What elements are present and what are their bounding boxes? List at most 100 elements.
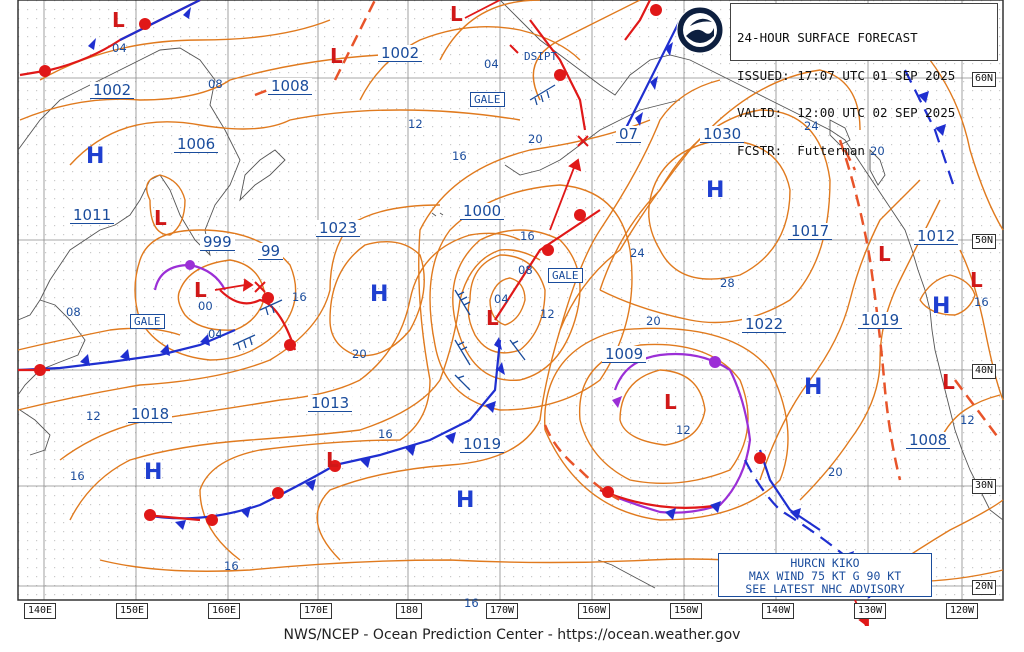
longitude-label: 140W (762, 603, 795, 619)
hurricane-max-wind: MAX WIND 75 KT G 90 KT (748, 569, 902, 583)
high-pressure-marker: H (86, 144, 105, 169)
longitude-label: 170E (300, 603, 333, 619)
central-pressure-label: 1013 (308, 395, 353, 412)
central-pressure-label: 1017 (788, 223, 833, 240)
hurricane-advisory-box: HURCN KIKO MAX WIND 75 KT G 90 KT SEE LA… (718, 553, 932, 597)
central-pressure-label: 1008 (268, 78, 313, 95)
gale-warning-label: GALE (548, 268, 583, 283)
header-forecaster: FCSTR: Futterman (737, 142, 865, 158)
isobar-label: 04 (112, 41, 127, 55)
longitude-label: 180 (396, 603, 423, 619)
latitude-label: 30N (972, 479, 997, 494)
isobar-label: 20 (870, 144, 885, 158)
high-pressure-marker: H (144, 460, 163, 485)
isobar-label: 16 (292, 290, 307, 304)
isobar-label: 04 (484, 57, 499, 71)
header-issued: ISSUED: 17:07 UTC 01 SEP 2025 (737, 67, 956, 83)
latitude-label: 50N (972, 234, 997, 249)
central-pressure-label: 07 (616, 126, 642, 143)
central-pressure-label: 1018 (128, 406, 173, 423)
central-pressure-label: 1011 (70, 207, 115, 224)
isobar-label: 16 (452, 149, 467, 163)
footer-credit: NWS/NCEP - Ocean Prediction Center - htt… (283, 627, 741, 643)
isobars (17, 0, 1004, 591)
isobar-label: 16 (70, 469, 85, 483)
noaa-logo (676, 6, 724, 54)
low-pressure-marker: L (154, 206, 167, 230)
gale-warning-label: GALE (470, 92, 505, 107)
low-pressure-marker: L (970, 268, 983, 292)
longitude-label: 120W (946, 603, 979, 619)
longitude-label: 150E (116, 603, 149, 619)
wind-barbs (232, 84, 556, 391)
isobar-label: 08 (518, 263, 533, 277)
isobar-label: 12 (540, 307, 555, 321)
gale-warning-label: GALE (130, 314, 165, 329)
central-pressure-label: 1008 (906, 432, 951, 449)
isobar-label: 12 (676, 423, 691, 437)
isobar-label: 20 (352, 347, 367, 361)
isobar-label: 16 (464, 596, 479, 610)
low-pressure-marker: L (194, 278, 207, 302)
low-pressure-marker: L (664, 390, 677, 414)
high-pressure-marker: H (804, 375, 823, 400)
isobar-label: 20 (528, 132, 543, 146)
central-pressure-label: 1002 (90, 82, 135, 99)
hurricane-advisory-note: SEE LATEST NHC ADVISORY (745, 582, 905, 596)
longitude-label: 130W (854, 603, 887, 619)
isobar-label: 16 (378, 427, 393, 441)
high-pressure-marker: H (706, 178, 725, 203)
dissipating-label: DSIPT (524, 50, 558, 63)
central-pressure-label: 1006 (174, 136, 219, 153)
isobar-label: 24 (804, 119, 819, 133)
longitude-label: 140E (24, 603, 57, 619)
high-pressure-marker: H (370, 282, 389, 307)
central-pressure-label: 999 (200, 234, 235, 251)
isobar-label: 28 (720, 276, 735, 290)
isobar-label: 12 (86, 409, 101, 423)
low-pressure-marker: L (112, 8, 125, 32)
isobar-label: 16 (974, 295, 989, 309)
low-pressure-marker: L (486, 306, 499, 330)
forecast-header: 24-HOUR SURFACE FORECAST ISSUED: 17:07 U… (730, 3, 998, 156)
central-pressure-label: 1012 (914, 228, 959, 245)
isobar-label: 20 (828, 465, 843, 479)
low-pressure-marker: L (326, 448, 339, 472)
troughs-blue (744, 69, 957, 601)
latitude-label: 40N (972, 364, 997, 379)
low-pressure-marker: L (878, 242, 891, 266)
fronts (17, 0, 821, 531)
isobar-label: 16 (224, 559, 239, 573)
low-pressure-marker: L (450, 2, 463, 26)
isobar-label: 16 (520, 229, 535, 243)
isobar-label: 12 (960, 413, 975, 427)
isobar-label: 08 (66, 305, 81, 319)
latitude-label: 20N (972, 580, 997, 595)
low-pressure-marker: L (330, 44, 343, 68)
central-pressure-label: 1009 (602, 346, 647, 363)
central-pressure-label: 1002 (378, 45, 423, 62)
central-pressure-label: 1000 (460, 203, 505, 220)
header-valid: VALID: 12:00 UTC 02 SEP 2025 (737, 105, 956, 120)
isobar-label: 04 (494, 292, 509, 306)
central-pressure-label: 99 (258, 243, 284, 260)
central-pressure-label: 1019 (858, 312, 903, 329)
isobar-label: 12 (408, 117, 423, 131)
header-title: 24-HOUR SURFACE FORECAST (737, 30, 918, 45)
high-pressure-marker: H (932, 294, 951, 319)
central-pressure-label: 1023 (316, 220, 361, 237)
central-pressure-label: 1019 (460, 436, 505, 453)
central-pressure-label: 1022 (742, 316, 787, 333)
isobar-label: 24 (630, 246, 645, 260)
isobar-label: 04 (208, 327, 223, 341)
isobar-label: 20 (646, 314, 661, 328)
front-symbols (34, 4, 946, 563)
longitude-label: 170W (486, 603, 519, 619)
longitude-label: 150W (670, 603, 703, 619)
low-pressure-marker: L (942, 370, 955, 394)
longitude-label: 160E (208, 603, 241, 619)
isobar-label: 00 (198, 299, 213, 313)
low-x-markers (254, 44, 589, 293)
hurricane-name: HURCN KIKO (790, 556, 860, 570)
isobar-label: 08 (208, 77, 223, 91)
